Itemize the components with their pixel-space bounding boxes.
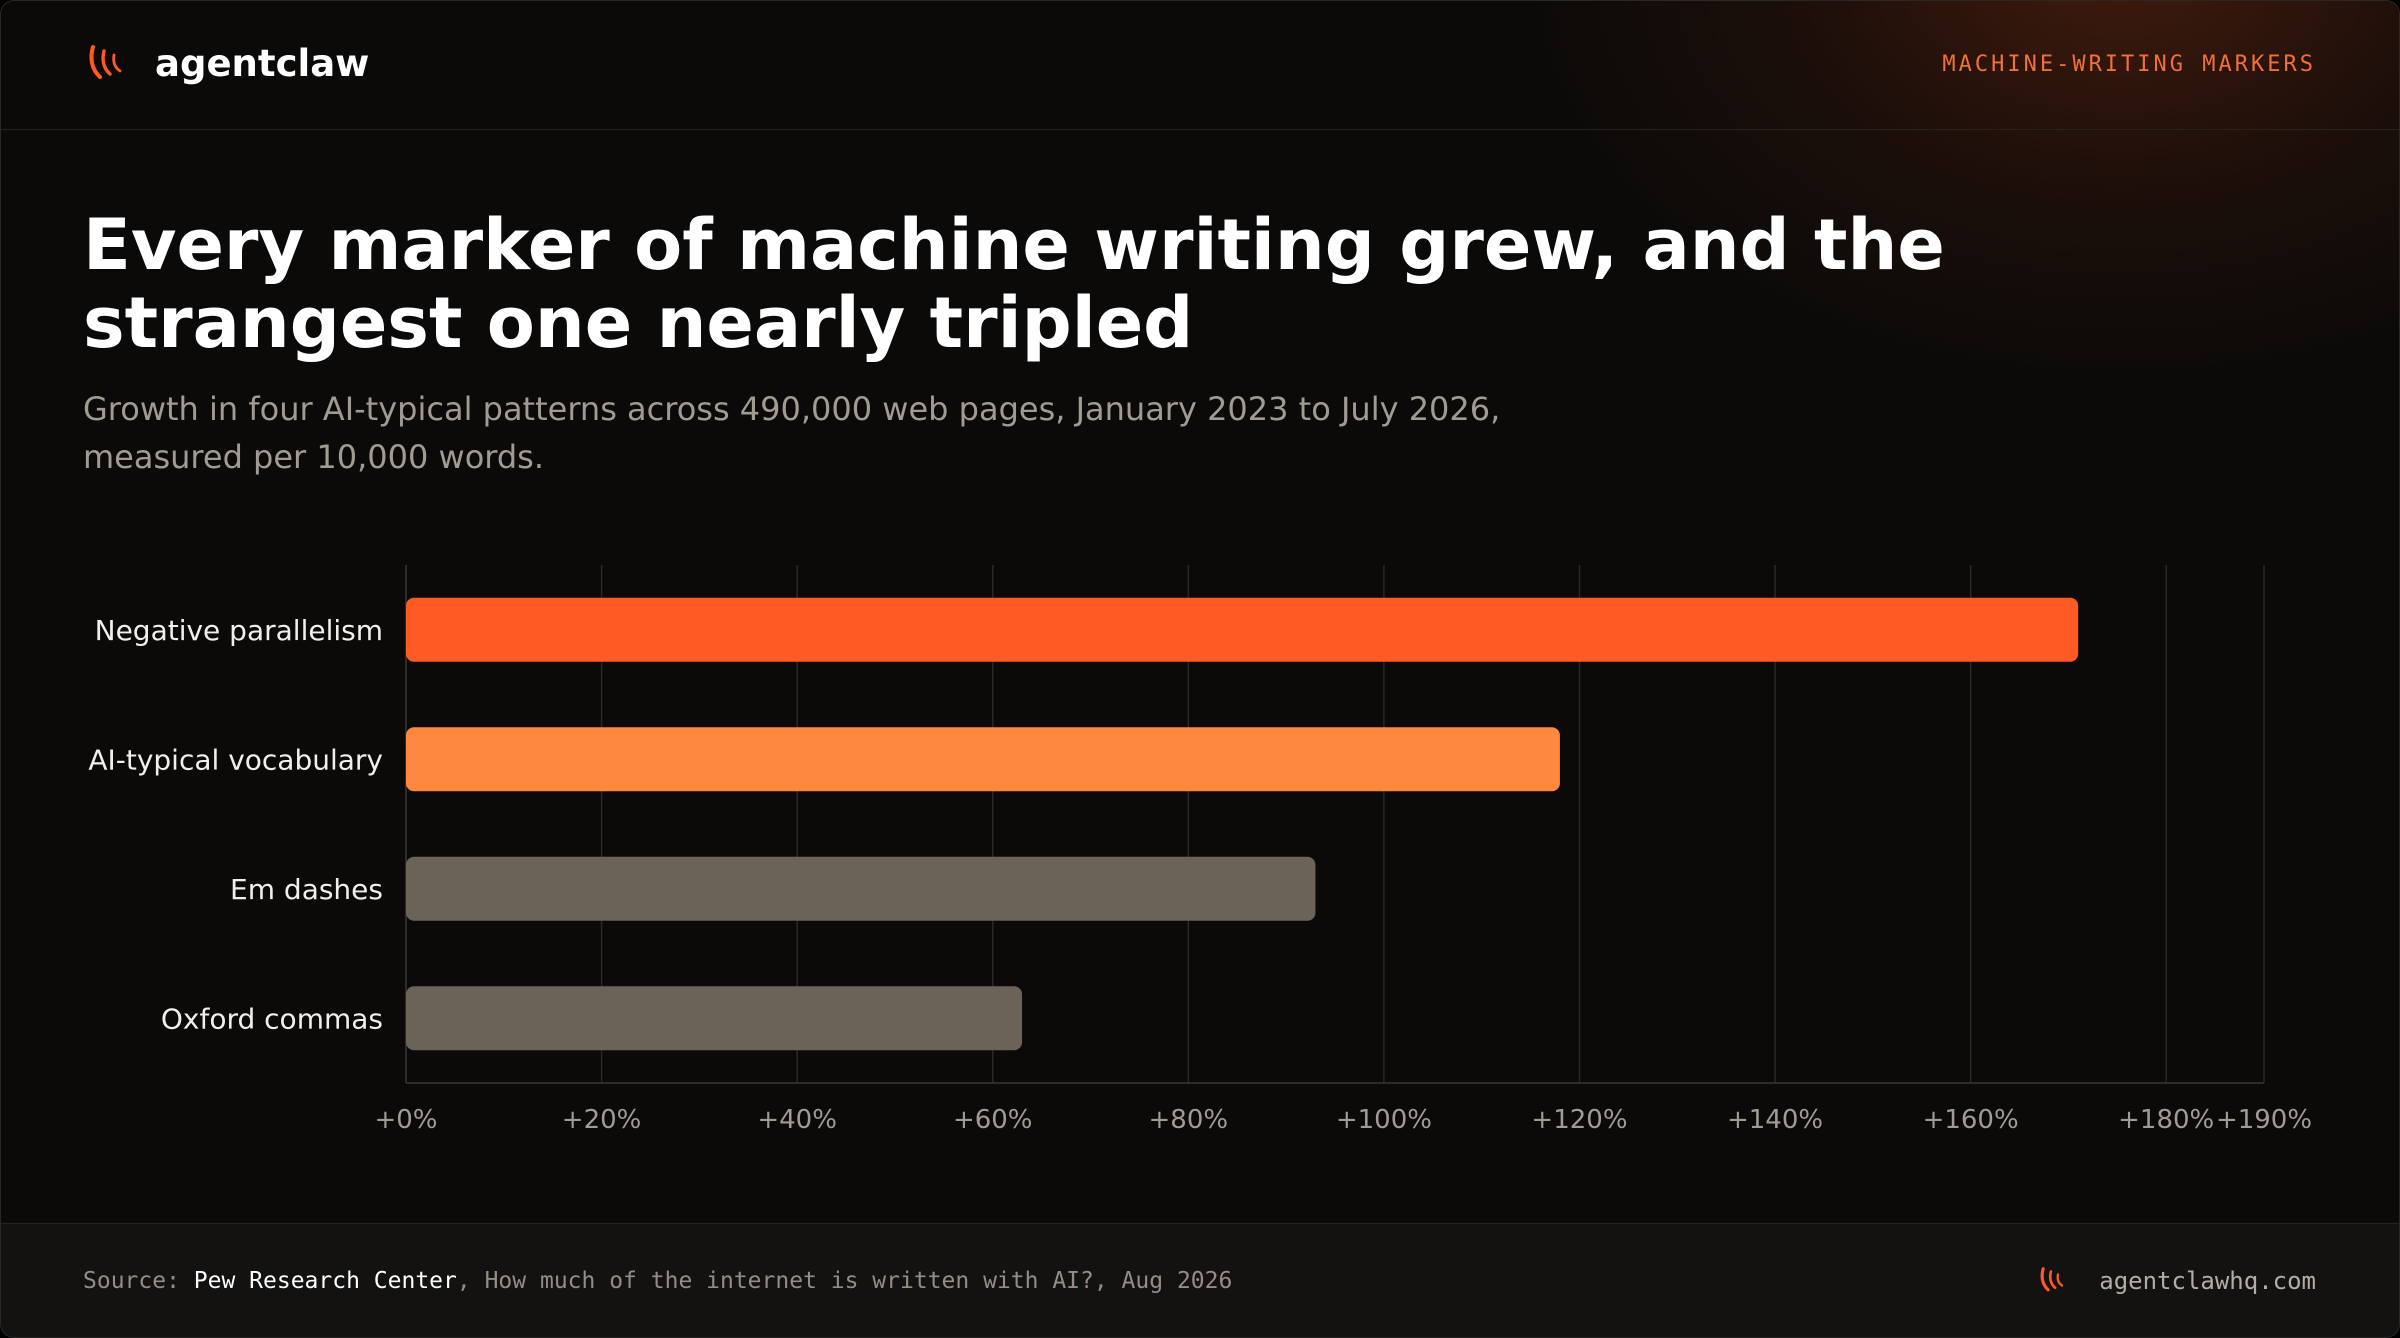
x-tick-label: +20% — [562, 1105, 642, 1135]
x-tick-label: +40% — [757, 1105, 837, 1135]
bar — [406, 597, 2079, 662]
source-prefix: Source: — [83, 1268, 194, 1294]
bar — [406, 856, 1316, 921]
category-label: Em dashes — [230, 873, 383, 906]
bar-chart: Negative parallelism AI-typical vocabular… — [88, 565, 2312, 1135]
footer-bar — [1, 1223, 2399, 1337]
x-tick-label: +140% — [1727, 1105, 1823, 1135]
chart-subtitle: Growth in four AI-typical patterns acros… — [83, 390, 1501, 476]
bar — [406, 727, 1560, 792]
category-label: AI-typical vocabulary — [88, 743, 383, 776]
x-tick-label: +100% — [1336, 1105, 1432, 1135]
x-tick-label: +0% — [374, 1105, 437, 1135]
x-tick-label: +60% — [953, 1105, 1033, 1135]
bar — [406, 986, 1023, 1051]
x-tick-label: +160% — [1923, 1105, 2019, 1135]
source-line: Source: Pew Research Center, How much of… — [83, 1266, 1232, 1296]
category-label: Negative parallelism — [95, 614, 383, 647]
claw-marks-icon — [2040, 1267, 2064, 1292]
header-bar: agentclaw MACHINE-WRITING MARKERS — [1, 1, 2399, 130]
x-tick-label: +190% — [2216, 1105, 2312, 1135]
website-link[interactable]: agentclawhq.com — [2099, 1267, 2316, 1295]
brand-name: agentclaw — [155, 42, 370, 85]
claw-marks-icon — [89, 45, 122, 79]
source-org: Pew Research Center — [193, 1268, 457, 1294]
header-tag: MACHINE-WRITING MARKERS — [1942, 52, 2316, 77]
x-tick-label: +120% — [1531, 1105, 1627, 1135]
x-tick-label: +80% — [1149, 1105, 1229, 1135]
category-label: Oxford commas — [161, 1002, 383, 1035]
source-detail: , How much of the internet is written wi… — [456, 1268, 1233, 1294]
chart-title: Every marker of machine writing grew, an… — [83, 204, 1945, 364]
x-tick-label: +180% — [2118, 1105, 2214, 1135]
